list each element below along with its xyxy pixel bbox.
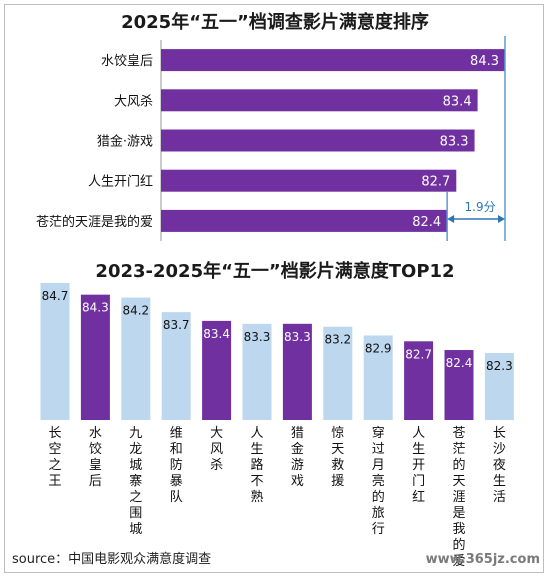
top12-bar-1 <box>40 283 70 420</box>
category-label-2: 大风杀 <box>114 94 153 109</box>
top12-value-4: 83.7 <box>163 318 190 332</box>
top12-bar-11 <box>444 350 474 420</box>
category-label-4: 人生开门红 <box>88 174 153 190</box>
bar-4 <box>161 169 457 192</box>
top12-value-5: 83.4 <box>203 327 230 341</box>
top12-category-6: 人生路不熟 <box>250 426 263 505</box>
chart-title-bottom: 2023-2025年“五一”档影片满意度TOP12 <box>95 261 455 282</box>
top12-bar-12 <box>484 352 514 420</box>
top12-value-2: 84.3 <box>82 301 109 315</box>
bar-2 <box>161 89 478 112</box>
category-label-5: 苍茫的天涯是我的爱 <box>36 214 153 230</box>
bar-3 <box>161 129 475 152</box>
top12-bar-6 <box>242 323 272 420</box>
value-label-4: 82.7 <box>421 175 450 190</box>
category-label-3: 猎金·游戏 <box>97 134 153 150</box>
watermark: www.365jz.com <box>425 552 540 567</box>
top12-bar-4 <box>161 312 191 420</box>
top12-value-8: 83.2 <box>324 333 351 347</box>
gap-arrow-head-right <box>498 215 505 223</box>
value-label-3: 83.3 <box>440 135 469 150</box>
top12-bar-5 <box>202 320 232 420</box>
top12-category-12: 长沙夜生活 <box>493 426 506 505</box>
top12-value-1: 84.7 <box>42 289 69 303</box>
top12-category-10: 人生开门红 <box>412 426 425 505</box>
top12-category-8: 惊天救援 <box>331 426 344 489</box>
category-label-1: 水饺皇后 <box>101 54 153 69</box>
top12-category-1: 长空之王 <box>48 426 61 489</box>
top12-category-7: 猎金游戏 <box>291 426 304 489</box>
gap-annotation: 1.9分 <box>465 200 496 214</box>
top12-bar-2 <box>80 294 110 420</box>
top12-bar-7 <box>282 323 312 420</box>
top12-category-11: 苍茫的天涯是我的爱 <box>452 426 465 569</box>
chart-title-top: 2025年“五一”档调查影片满意度排序 <box>121 12 429 33</box>
top12-bar-8 <box>323 326 353 420</box>
value-label-5: 82.4 <box>412 215 441 230</box>
top12-value-12: 82.3 <box>486 359 513 373</box>
top12-category-5: 大风杀 <box>210 426 223 473</box>
top12-value-3: 84.2 <box>122 304 149 318</box>
top12-bar-10 <box>404 341 434 420</box>
top12-value-9: 82.9 <box>365 341 392 355</box>
top12-value-6: 83.3 <box>244 330 271 344</box>
top12-value-10: 82.7 <box>405 347 432 361</box>
top12-category-2: 水饺皇后 <box>89 426 102 489</box>
value-label-2: 83.4 <box>443 94 472 109</box>
top12-value-11: 82.4 <box>446 356 473 370</box>
top12-bar-9 <box>363 335 393 420</box>
top12-value-7: 83.3 <box>284 330 311 344</box>
source-note: source：中国电影观众满意度调查 <box>12 552 212 567</box>
top12-bar-3 <box>121 297 151 420</box>
top12-category-9: 穿过月亮的旅行 <box>372 425 385 537</box>
top12-category-4: 维和防暴队 <box>170 426 183 505</box>
gap-arrow-head-left <box>447 215 455 223</box>
value-label-1: 84.3 <box>470 54 499 69</box>
bar-5 <box>161 209 448 232</box>
bar-1 <box>161 49 505 72</box>
top12-category-3: 九龙城寨之围城 <box>129 426 142 537</box>
